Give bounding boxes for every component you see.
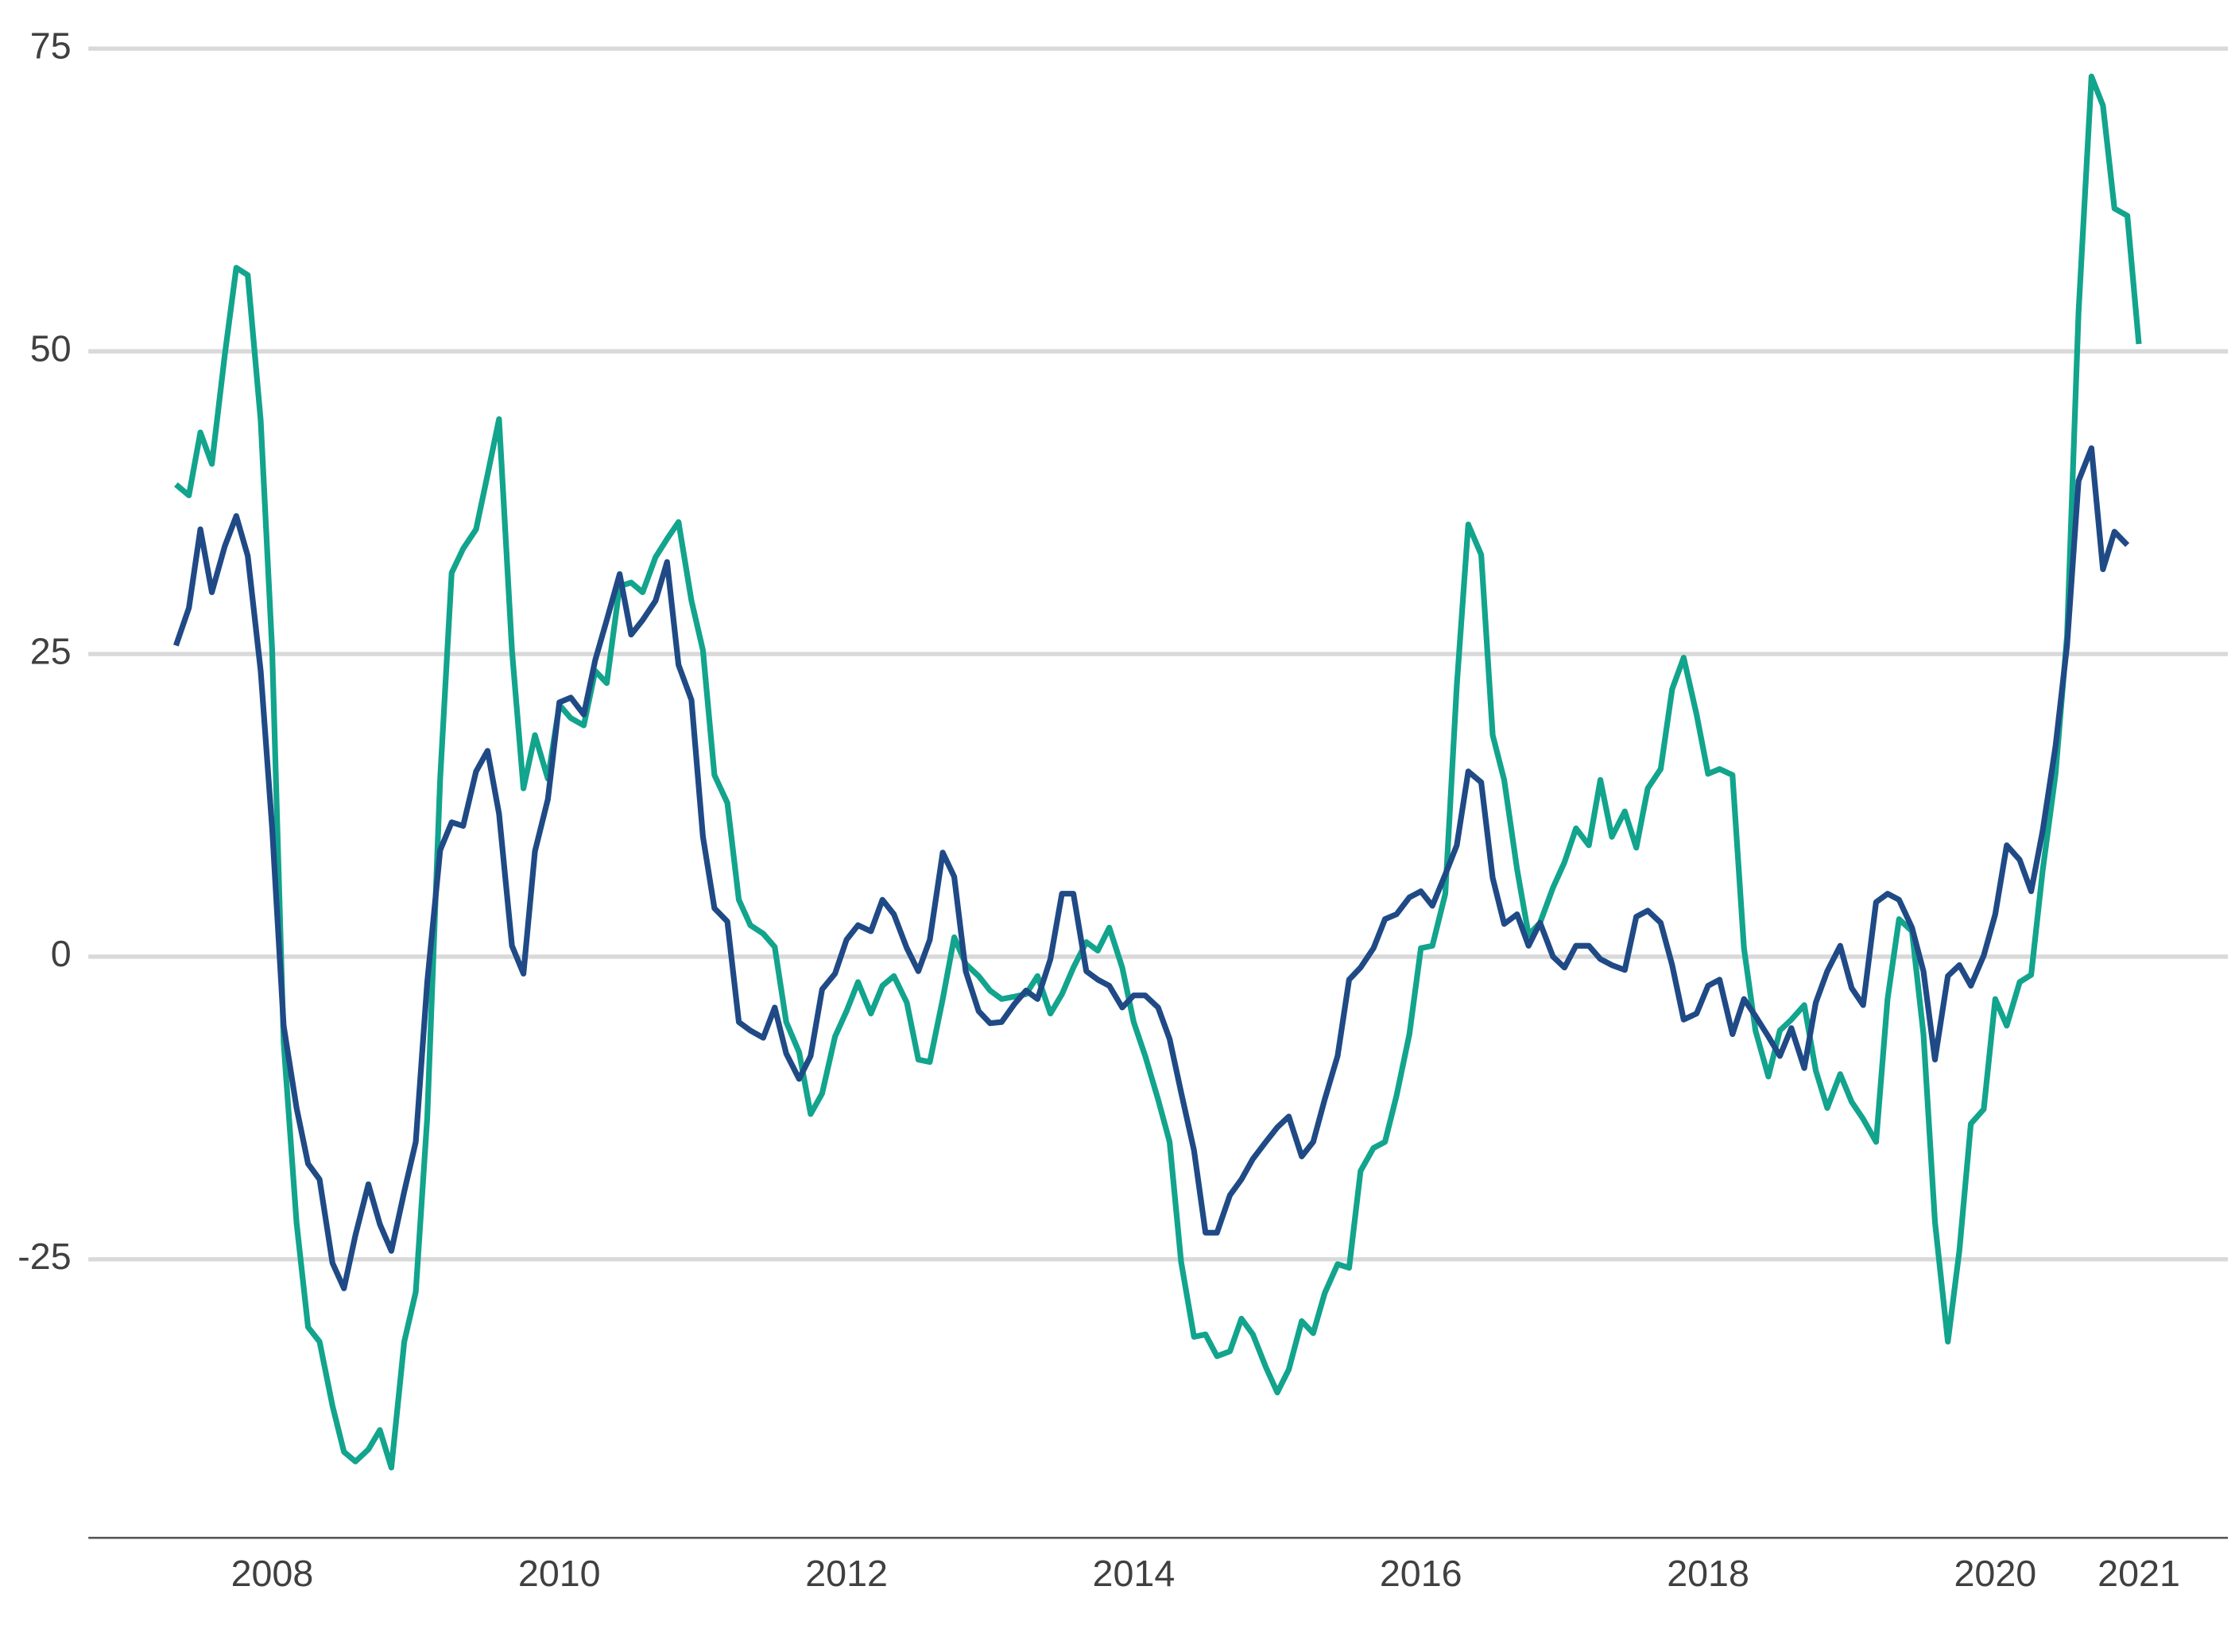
x-tick-label: 2014 bbox=[1093, 1553, 1176, 1594]
series-line bbox=[172, 445, 2130, 1291]
y-tick-label: -25 bbox=[17, 1236, 71, 1277]
x-tick-label: 2010 bbox=[518, 1553, 601, 1594]
x-tick-label: 2008 bbox=[231, 1553, 314, 1594]
x-tick-label: 2020 bbox=[1954, 1553, 2037, 1594]
y-tick-label: 75 bbox=[30, 25, 72, 67]
y-tick-label: 25 bbox=[30, 630, 72, 671]
x-tick-label: 2012 bbox=[805, 1553, 888, 1594]
x-tick-label: 2016 bbox=[1380, 1553, 1462, 1594]
x-tick-label: 2018 bbox=[1667, 1553, 1749, 1594]
series-line bbox=[174, 73, 2142, 1471]
y-tick-label: 0 bbox=[51, 933, 72, 974]
y-tick-label: 50 bbox=[30, 327, 72, 369]
x-tick-label: 2021 bbox=[2097, 1553, 2180, 1594]
